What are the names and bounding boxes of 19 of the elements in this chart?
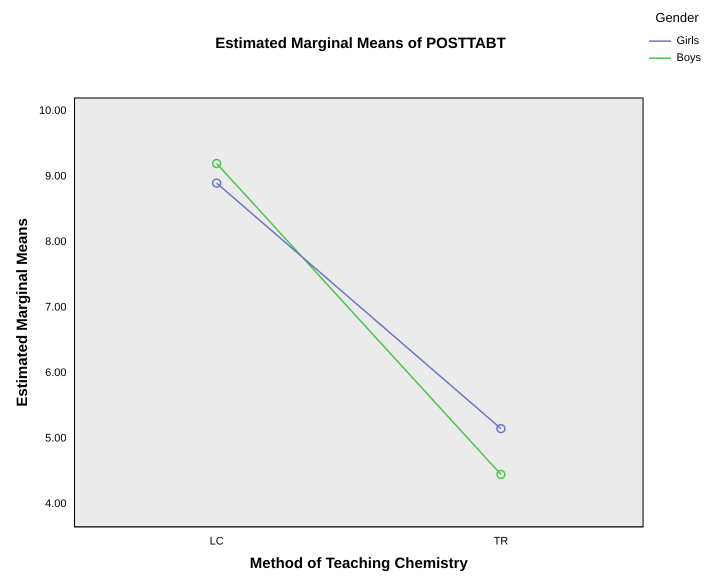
- y-tick-label: 10.00: [38, 105, 67, 118]
- x-axis-title: Method of Teaching Chemistry: [250, 555, 468, 572]
- x-tick-label: LC: [210, 535, 224, 548]
- y-tick-label: 9.00: [45, 170, 67, 183]
- y-tick-label: 6.00: [45, 366, 67, 379]
- chart-title: Estimated Marginal Means of POSTTABT: [215, 35, 506, 52]
- point: [212, 178, 222, 188]
- y-tick-label: 8.00: [45, 236, 67, 248]
- legend-title: Gender: [655, 10, 700, 26]
- point: [212, 158, 222, 168]
- y-tick-label: 5.00: [45, 432, 67, 444]
- point: [496, 470, 506, 480]
- y-axis-title: Estimated Marginal Means: [14, 218, 32, 407]
- legend-label: Boys: [676, 52, 702, 64]
- x-tick-label: TR: [494, 535, 508, 548]
- legend-label: Girls: [676, 35, 700, 48]
- y-tick-label: 7.00: [45, 302, 67, 314]
- y-tick-label: 4.00: [45, 498, 67, 510]
- point: [496, 424, 506, 434]
